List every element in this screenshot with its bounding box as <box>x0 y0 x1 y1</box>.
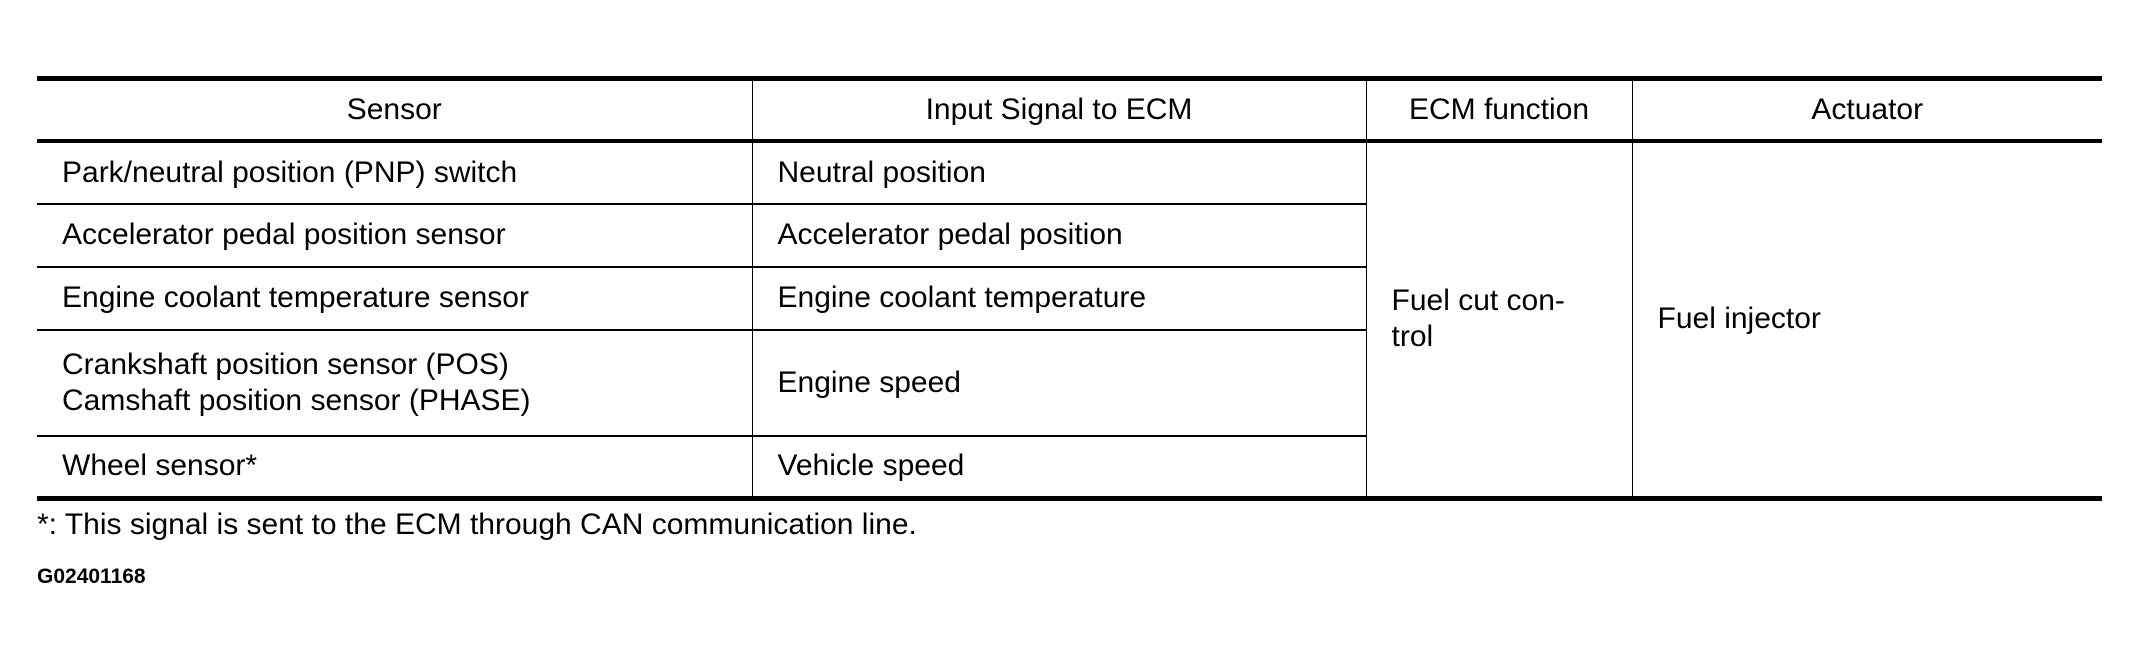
sensor-cell: Accelerator pedal position sensor <box>37 203 753 267</box>
signal-cell: Neutral position <box>751 140 1367 204</box>
signal-cell: Engine coolant temperature <box>751 266 1366 330</box>
fuel-cut-table: Sensor Input Signal to ECM ECM function … <box>37 76 2102 501</box>
signal-cell: Accelerator pedal position <box>751 203 1366 267</box>
sensor-cell: Engine coolant temperature sensor <box>37 266 753 330</box>
ecm-function-line2: trol <box>1391 320 1434 354</box>
header-ecm-function: ECM function <box>1365 78 1633 141</box>
table-row: Accelerator pedal position sensor Accele… <box>37 203 2102 267</box>
sensor-cell: Wheel sensor* <box>37 435 753 499</box>
figure-code: G02401168 <box>37 565 146 588</box>
table-row: Wheel sensor* Vehicle speed <box>37 435 2102 499</box>
sensor-line2: Camshaft position sensor (PHASE) <box>62 383 531 417</box>
table-row: Engine coolant temperature sensor Engine… <box>37 266 2102 330</box>
footnote: *: This signal is sent to the ECM throug… <box>37 508 917 541</box>
signal-cell: Vehicle speed <box>751 435 1366 499</box>
sensor-line1: Crankshaft position sensor (POS) <box>62 347 509 381</box>
header-input-signal: Input Signal to ECM <box>751 78 1367 141</box>
header-sensor: Sensor <box>37 78 753 141</box>
signal-cell: Engine speed <box>751 329 1366 436</box>
actuator-cell: Fuel injector <box>1631 140 2102 501</box>
ecm-function-line1: Fuel cut con- <box>1391 284 1565 318</box>
header-actuator: Actuator <box>1631 78 2102 141</box>
table-row: Park/neutral position (PNP) switch Neutr… <box>37 140 2102 501</box>
sensor-cell: Park/neutral position (PNP) switch <box>37 140 753 204</box>
table-row: Crankshaft position sensor (POS) Camshaft… <box>37 329 2102 436</box>
ecm-function-cell: Fuel cut con-trol <box>1365 140 1633 501</box>
sensor-cell: Crankshaft position sensor (POS) Camshaft… <box>37 329 753 436</box>
header-row: Sensor Input Signal to ECM ECM function … <box>37 78 2102 141</box>
